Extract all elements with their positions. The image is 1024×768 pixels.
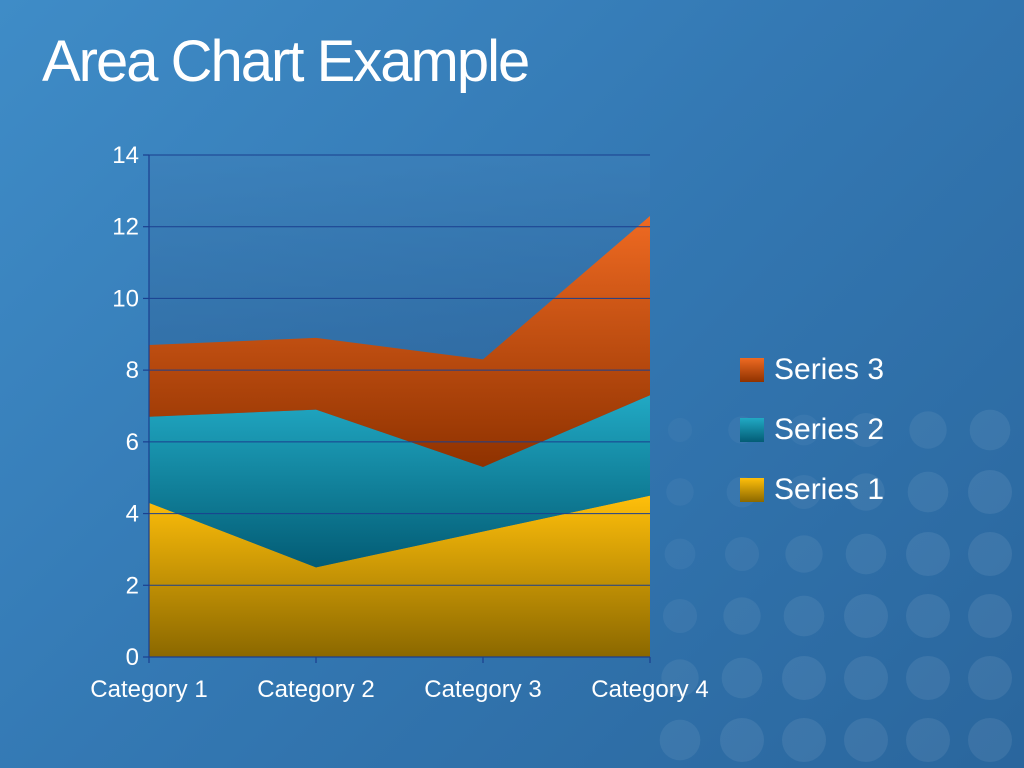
area-series-1 [149,495,650,657]
x-tick-label-4: Category 4 [591,676,708,703]
decorative-dot [785,535,823,573]
area-series-2 [149,395,650,568]
decorative-dot [721,657,763,699]
decorative-dot [968,718,1012,762]
decorative-dot [662,598,698,634]
y-tick-label-10: 10 [112,285,139,312]
legend-swatch-series-3 [740,358,764,382]
decorative-dot [968,470,1012,514]
decorative-dot [906,718,950,762]
decorative-dot [844,718,888,762]
decorative-dot [906,532,950,576]
decorative-dot [969,409,1011,451]
decorative-dot [968,532,1012,576]
decorative-dot [906,656,950,700]
y-tick-label-2: 2 [126,572,139,599]
x-tick-label-3: Category 3 [424,676,541,703]
legend-label-series-2: Series 2 [774,413,885,446]
decorative-dot [723,597,761,635]
y-tick-label-8: 8 [126,357,139,384]
y-tick-label-4: 4 [126,501,139,528]
decorative-dot [659,719,701,761]
decorative-dot [720,718,764,762]
decorative-dot [845,533,887,575]
y-tick-label-6: 6 [126,429,139,456]
decorative-dot [968,656,1012,700]
decorative-dot [724,536,760,572]
decorative-dot [909,411,947,449]
decorative-dot [906,594,950,638]
decorative-dot [783,595,825,637]
decorative-dot [907,471,949,513]
decorative-dot [968,594,1012,638]
decorative-dot [661,659,699,697]
x-tick-label-1: Category 1 [90,676,207,703]
decorative-dot [782,718,826,762]
legend-item-series-1: Series 1 [740,460,1010,520]
legend-item-series-3: Series 3 [740,340,1010,400]
legend-item-series-2: Series 2 [740,400,1010,460]
decorative-dot [664,538,696,570]
decorative-dot [788,414,820,446]
y-tick-label-0: 0 [126,644,139,671]
decorative-dot-pattern [659,409,1012,762]
area-series-3 [149,215,650,467]
decorative-dot [848,412,884,448]
legend-swatch-series-1 [740,478,764,502]
decorative-dot [847,473,885,511]
y-tick-label-14: 14 [112,142,139,169]
slide-title: Area Chart Example [42,29,530,94]
y-tick-label-12: 12 [112,214,139,241]
decorative-dot [844,656,888,700]
decorative-dot [782,656,826,700]
x-tick-label-2: Category 2 [257,676,374,703]
legend-label-series-1: Series 1 [774,473,885,506]
chart-legend: Series 3 Series 2 Series 1 [740,340,1010,520]
legend-swatch-series-2 [740,418,764,442]
legend-label-series-3: Series 3 [774,353,885,386]
decorative-dot [786,474,822,510]
decorative-dot [844,594,888,638]
